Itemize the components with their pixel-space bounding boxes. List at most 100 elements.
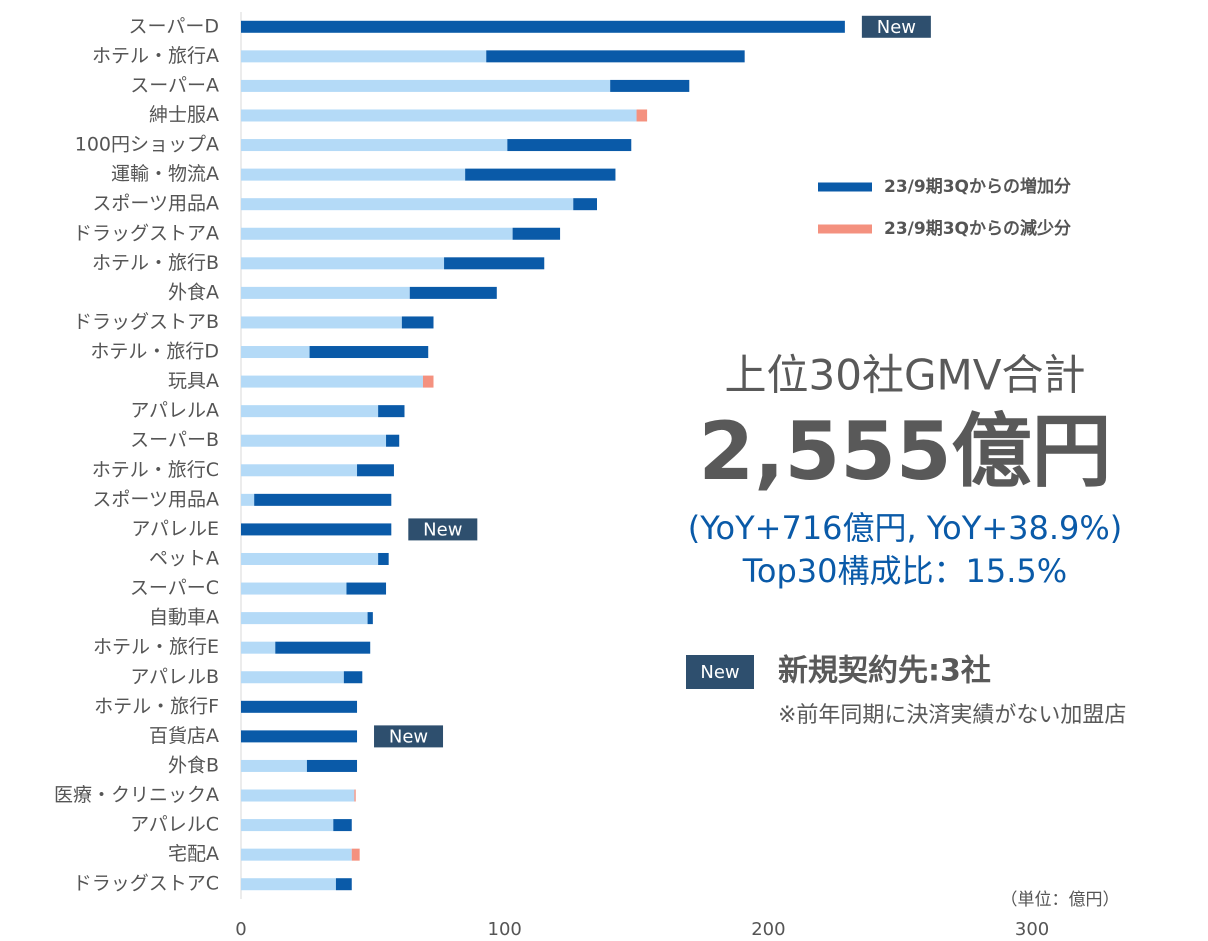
y-tick-label: 外食B — [168, 754, 219, 776]
bar-segment — [241, 552, 379, 565]
y-tick-label: アパレルA — [130, 400, 219, 422]
bar-segment — [241, 375, 423, 388]
bar-segment — [241, 109, 637, 122]
y-tick-label: 百貨店A — [149, 725, 219, 747]
y-tick-label: スーパーA — [130, 74, 219, 96]
headline-share: Top30構成比：15.5% — [742, 552, 1067, 590]
bar-segment — [486, 50, 745, 63]
bar-segment — [241, 878, 336, 891]
y-tick-label: アパレルC — [130, 814, 219, 836]
bar-segment — [241, 464, 358, 477]
new-badge — [686, 655, 754, 689]
bar-segment — [378, 552, 389, 565]
x-tick-label: 0 — [235, 919, 246, 937]
unit-label: （単位：億円） — [1001, 890, 1120, 910]
x-tick-label: 300 — [1015, 919, 1049, 937]
bar-segment — [507, 139, 632, 152]
y-tick-label: ペットA — [149, 547, 219, 569]
bar-segment — [378, 405, 405, 418]
bar-segment — [241, 730, 358, 743]
y-tick-label: 玩具A — [168, 370, 219, 392]
new-badge — [374, 725, 444, 748]
y-tick-label: ドラッグストアB — [73, 311, 219, 333]
bar-segment — [241, 582, 347, 595]
y-tick-label: 100円ショップA — [75, 134, 219, 156]
x-tick-label: 200 — [751, 919, 785, 937]
y-tick-label: アパレルB — [130, 666, 219, 688]
y-tick-label: 紳士服A — [149, 104, 219, 126]
bar-segment — [241, 79, 611, 92]
bar-segment — [422, 375, 434, 388]
new-badge-text: New — [877, 17, 916, 38]
bar-segment — [241, 612, 368, 625]
bar-segment — [444, 257, 545, 270]
bar-segment — [401, 316, 434, 329]
bar-segment — [386, 434, 400, 447]
bar-segment — [241, 641, 276, 654]
bar-segment — [241, 50, 487, 63]
bar-segment — [241, 848, 352, 861]
y-tick-label: スーパーB — [130, 429, 219, 451]
bar-segment — [241, 759, 307, 772]
bar-segment — [354, 789, 356, 802]
bar-segment — [241, 700, 358, 713]
bar-segment — [367, 612, 373, 625]
y-tick-label: ホテル・旅行C — [92, 459, 219, 481]
bar-segment — [409, 286, 497, 299]
bar-segment — [306, 759, 358, 772]
y-tick-label: スーパーC — [130, 577, 219, 599]
new-badge-text: New — [389, 726, 428, 747]
headline-yoy: (YoY+716億円, YoY+38.9%) — [688, 509, 1123, 547]
new-badge — [408, 518, 478, 541]
new-badge-text: New — [423, 519, 462, 540]
bar-segment — [241, 789, 355, 802]
bar-segment — [335, 878, 352, 891]
y-tick-label: アパレルE — [131, 518, 219, 540]
new-badge-text: New — [700, 662, 739, 683]
headline-total: 2,555億円 — [698, 405, 1111, 498]
y-tick-label: 外食A — [168, 281, 219, 303]
bar-segment — [610, 79, 690, 92]
y-tick-label: 運輸・物流A — [111, 163, 219, 185]
bar-segment — [351, 848, 360, 861]
y-tick-label: ドラッグストアC — [73, 873, 219, 895]
y-tick-label: ホテル・旅行E — [93, 636, 219, 658]
y-tick-label: スーパーD — [129, 15, 219, 37]
bar-segment — [241, 168, 466, 181]
y-tick-label: ホテル・旅行B — [92, 252, 219, 274]
bar-segment — [241, 227, 513, 240]
bar-segment — [241, 346, 310, 359]
legend-swatch — [818, 224, 872, 234]
bar-segment — [241, 316, 402, 329]
bar-segment — [241, 523, 392, 536]
legend-swatch — [818, 182, 872, 192]
bar-segment — [241, 819, 334, 832]
new-title: 新規契約先:3社 — [778, 654, 991, 689]
bar-segment — [241, 405, 379, 418]
y-tick-label: ホテル・旅行A — [92, 45, 219, 67]
bar-segment — [636, 109, 648, 122]
new-note: ※前年同期に決済実績がない加盟店 — [778, 703, 1126, 728]
bar-segment — [357, 464, 394, 477]
bar-segment — [254, 493, 392, 506]
bar-segment — [573, 198, 597, 211]
new-badge — [861, 15, 931, 38]
y-tick-label: スポーツ用品A — [92, 488, 219, 510]
bar-segment — [241, 671, 344, 684]
bar-segment — [346, 582, 387, 595]
bar-segment — [241, 257, 445, 270]
bar-segment — [275, 641, 371, 654]
x-tick-label: 100 — [488, 919, 522, 937]
legend-label: 23/9期3Qからの増加分 — [884, 176, 1071, 197]
y-tick-label: 医療・クリニックA — [54, 784, 219, 806]
y-tick-label: 自動車A — [149, 607, 219, 629]
bar-segment — [309, 346, 429, 359]
bar-segment — [241, 20, 845, 33]
bar-segment — [241, 434, 387, 447]
bar-segment — [241, 198, 574, 211]
bar-segment — [333, 819, 352, 832]
bar-segment — [512, 227, 561, 240]
bar-segment — [343, 671, 363, 684]
legend-label: 23/9期3Qからの減少分 — [884, 218, 1071, 239]
